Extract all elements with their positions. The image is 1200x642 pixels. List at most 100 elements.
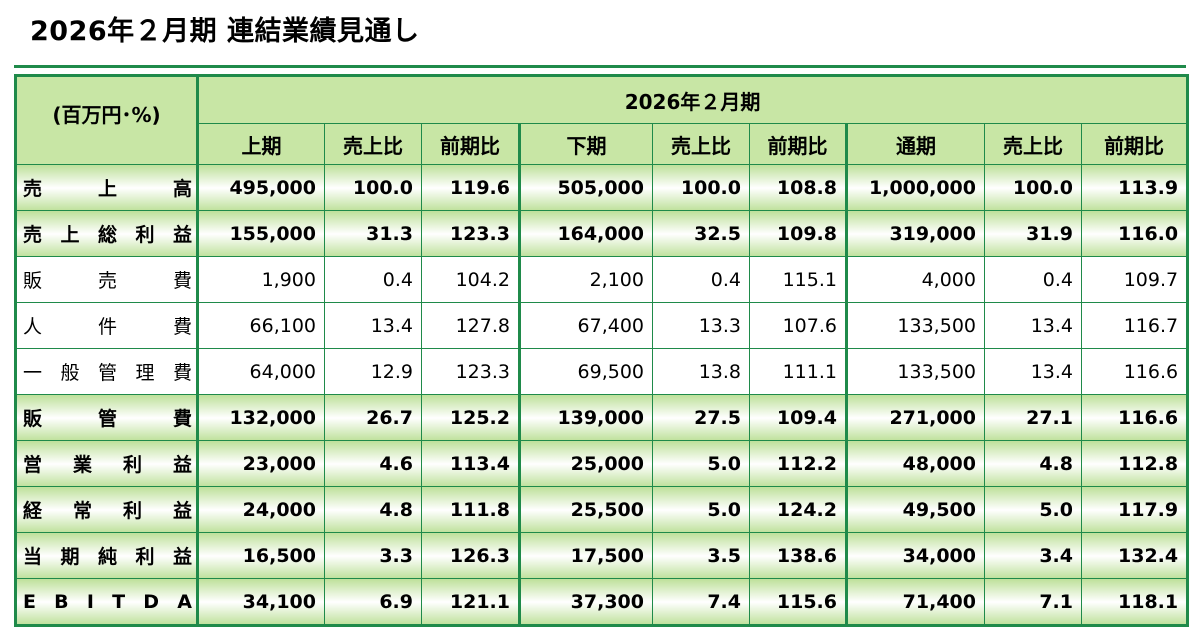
table-cell: 13.3 <box>652 302 750 349</box>
table-cell: 113.9 <box>1080 164 1189 211</box>
table-row: 売上総利益 155,000 31.3 123.3 164,000 32.5 109.8 319… <box>15 210 1189 257</box>
table-cell: 69,500 <box>518 348 653 395</box>
table-cell: 164,000 <box>518 210 653 257</box>
table-cell: 27.5 <box>652 394 750 441</box>
table-cell: 25,500 <box>518 486 653 533</box>
table-cell: 100.0 <box>652 164 750 211</box>
row-label: 営業利益 <box>15 440 198 487</box>
table-cell: 112.8 <box>1080 440 1189 487</box>
table-cell: 4.8 <box>324 486 422 533</box>
table-cell: 5.0 <box>984 486 1082 533</box>
column-header: 前期比 <box>749 123 847 165</box>
table-cell: 6.9 <box>324 578 422 626</box>
table-cell: 104.2 <box>421 256 520 303</box>
table-cell: 17,500 <box>518 532 653 579</box>
table-cell: 3.5 <box>652 532 750 579</box>
table-row: 経常利益 24,000 4.8 111.8 25,500 5.0 124.2 49,500 5.… <box>15 486 1189 533</box>
table-cell: 2,100 <box>518 256 653 303</box>
table-cell: 13.4 <box>984 348 1082 395</box>
table-row: E B I T D A 34,100 6.9 121.1 37,300 7.4 115.6 71,400… <box>15 578 1189 626</box>
table-cell: 0.4 <box>652 256 750 303</box>
table-cell: 3.4 <box>984 532 1082 579</box>
table-row: 販売費 1,900 0.4 104.2 2,100 0.4 115.1 4,000 0.4 109… <box>15 256 1189 303</box>
row-label: 販管費 <box>15 394 198 441</box>
table-cell: 111.8 <box>421 486 520 533</box>
column-header: 上期 <box>196 123 325 165</box>
row-label: 一般管理費 <box>15 348 198 395</box>
table-cell: 24,000 <box>196 486 325 533</box>
table-cell: 127.8 <box>421 302 520 349</box>
table-row: 人件費 66,100 13.4 127.8 67,400 13.3 107.6 133,500… <box>15 302 1189 349</box>
table-row: 販管費 132,000 26.7 125.2 139,000 27.5 109.4 271,0… <box>15 394 1189 441</box>
table-cell: 31.3 <box>324 210 422 257</box>
table-cell: 32.5 <box>652 210 750 257</box>
table-cell: 37,300 <box>518 578 653 626</box>
row-label: 人件費 <box>15 302 198 349</box>
column-header: 前期比 <box>1080 123 1189 165</box>
table-cell: 49,500 <box>845 486 985 533</box>
table-cell: 133,500 <box>845 348 985 395</box>
column-header: 売上比 <box>984 123 1082 165</box>
table-cell: 100.0 <box>324 164 422 211</box>
table-cell: 7.4 <box>652 578 750 626</box>
table-cell: 23,000 <box>196 440 325 487</box>
table-cell: 139,000 <box>518 394 653 441</box>
table-cell: 12.9 <box>324 348 422 395</box>
table-cell: 495,000 <box>196 164 325 211</box>
table-cell: 13.8 <box>652 348 750 395</box>
column-header: 売上比 <box>324 123 422 165</box>
row-label: 当期純利益 <box>15 532 198 579</box>
unit-label: (百万円･%) <box>15 75 198 165</box>
table-cell: 34,000 <box>845 532 985 579</box>
table-cell: 0.4 <box>324 256 422 303</box>
table-cell: 5.0 <box>652 486 750 533</box>
row-label: 売上高 <box>15 164 198 211</box>
table-cell: 116.6 <box>1080 348 1189 395</box>
table-cell: 31.9 <box>984 210 1082 257</box>
table-cell: 119.6 <box>421 164 520 211</box>
page-title: 2026年２月期 連結業績見通し <box>30 16 420 47</box>
table-row: 売上高 495,000 100.0 119.6 505,000 100.0 108.8 1,0… <box>15 164 1189 211</box>
row-label: 販売費 <box>15 256 198 303</box>
table-cell: 155,000 <box>196 210 325 257</box>
table-row: 一般管理費 64,000 12.9 123.3 69,500 13.8 111.1 133,5… <box>15 348 1189 395</box>
table-cell: 4,000 <box>845 256 985 303</box>
table-cell: 115.6 <box>749 578 847 626</box>
table-cell: 16,500 <box>196 532 325 579</box>
table-cell: 126.3 <box>421 532 520 579</box>
table-cell: 100.0 <box>984 164 1082 211</box>
table-cell: 112.2 <box>749 440 847 487</box>
table-cell: 271,000 <box>845 394 985 441</box>
table-cell: 116.7 <box>1080 302 1189 349</box>
table-cell: 109.4 <box>749 394 847 441</box>
table-row: 当期純利益 16,500 3.3 126.3 17,500 3.5 138.6 34,000 3… <box>15 532 1189 579</box>
table-cell: 118.1 <box>1080 578 1189 626</box>
table-cell: 4.8 <box>984 440 1082 487</box>
table-cell: 138.6 <box>749 532 847 579</box>
table-cell: 5.0 <box>652 440 750 487</box>
table-cell: 132,000 <box>196 394 325 441</box>
table-cell: 25,000 <box>518 440 653 487</box>
table-cell: 132.4 <box>1080 532 1189 579</box>
table-cell: 121.1 <box>421 578 520 626</box>
table-cell: 109.8 <box>749 210 847 257</box>
table-cell: 27.1 <box>984 394 1082 441</box>
table-cell: 4.6 <box>324 440 422 487</box>
period-header: 2026年２月期 <box>195 75 1189 124</box>
table-cell: 0.4 <box>984 256 1082 303</box>
table-cell: 125.2 <box>421 394 520 441</box>
forecast-table: (百万円･%) 2026年２月期 上期 売上比 前期比 下期 売上比 前期比 通期 売上比 前期… <box>14 74 1190 627</box>
table-row: 営業利益 23,000 4.6 113.4 25,000 5.0 112.2 48,000 4.… <box>15 440 1189 487</box>
table-cell: 64,000 <box>196 348 325 395</box>
table-cell: 34,100 <box>196 578 325 626</box>
table-cell: 13.4 <box>984 302 1082 349</box>
table-cell: 116.0 <box>1080 210 1189 257</box>
table-cell: 48,000 <box>845 440 985 487</box>
table-cell: 66,100 <box>196 302 325 349</box>
row-label: 売上総利益 <box>15 210 198 257</box>
table-cell: 117.9 <box>1080 486 1189 533</box>
table-cell: 1,900 <box>196 256 325 303</box>
table-cell: 109.7 <box>1080 256 1189 303</box>
table-cell: 505,000 <box>518 164 653 211</box>
